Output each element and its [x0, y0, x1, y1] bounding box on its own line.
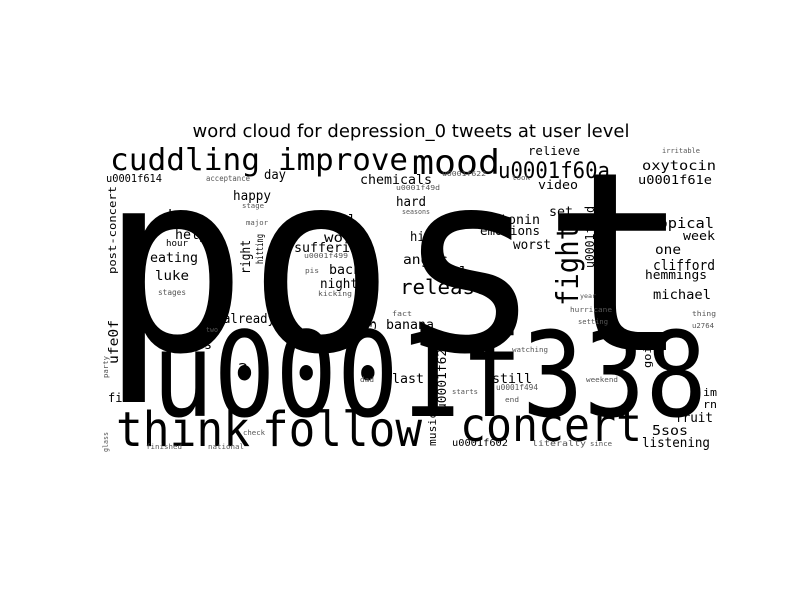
word-hurricane: hurricane — [570, 306, 612, 314]
word-stages: stages — [158, 288, 186, 297]
word-relieve: relieve — [528, 146, 580, 158]
word-major: major — [246, 219, 268, 227]
word-setting: setting — [578, 318, 608, 326]
word-back: back — [329, 263, 361, 278]
word-literally: literally — [532, 439, 586, 448]
word-post-concert: post-concert — [106, 186, 119, 274]
word-watching: watching — [512, 346, 548, 354]
word-help: help — [175, 228, 207, 243]
word-u0001f629: u0001f629 — [435, 341, 449, 411]
word-fruit: fruit — [675, 411, 713, 426]
word-real: real — [432, 265, 468, 280]
word-u2764: u2764 — [692, 322, 714, 330]
word-u0001f622: u0001f622 — [442, 170, 486, 178]
word-think: think — [116, 402, 250, 454]
word-denial: denial — [308, 213, 356, 228]
word-im: im — [703, 386, 717, 399]
word-hour: hour — [166, 239, 189, 249]
word-bc: bc — [168, 208, 186, 223]
word-check: check — [243, 429, 266, 437]
word-day: day — [264, 168, 286, 183]
word-rn: rn — [703, 398, 717, 411]
word-party: party — [102, 356, 110, 378]
word-starts: starts — [452, 388, 478, 396]
word-took: took — [512, 174, 531, 182]
word-3: 3 — [365, 320, 379, 330]
word-glass: glass — [102, 432, 110, 452]
word-first: first — [108, 391, 144, 405]
word-last: last — [392, 372, 424, 387]
word-emotions: emotions — [480, 224, 540, 238]
word-michael: michael — [653, 288, 711, 303]
word-fact: fact — [392, 310, 412, 318]
word-mood: mood — [412, 146, 500, 183]
word-year: year — [580, 293, 596, 300]
word-5sos: 5sos — [652, 424, 688, 439]
word-chemicals: chemicals — [360, 173, 432, 188]
word-anger: anger — [403, 253, 447, 268]
word-end: end — [505, 396, 519, 404]
word-set: set — [549, 205, 573, 220]
word-since: since — [590, 440, 612, 448]
word-u0001f499: u0001f499 — [304, 252, 348, 260]
word-dad: dad — [360, 376, 374, 384]
word-finished: finished — [146, 443, 182, 451]
word-pis: pis — [305, 267, 319, 275]
word-clifford: clifford — [653, 258, 715, 274]
word-u0001f61e: u0001f61e — [638, 173, 712, 187]
word-hit: hit — [410, 230, 432, 245]
word-oxytocin: oxytocin — [642, 159, 716, 174]
word-banana: banana — [386, 318, 434, 333]
word-follow: follow — [262, 402, 422, 454]
word-music: music — [426, 412, 439, 446]
word-miss: miss — [180, 338, 212, 353]
word-eating: eating — [150, 251, 198, 266]
word-ufe0f: ufe0f — [107, 320, 122, 364]
word-night: night — [320, 277, 358, 292]
word-hemmings: hemmings — [645, 268, 707, 282]
word-acceptance: acceptance — [206, 174, 250, 183]
word-tropical: tropical — [640, 216, 714, 232]
word-serotonin: serotonin — [468, 213, 540, 228]
word-thing: thing — [692, 310, 716, 318]
word-post: post — [100, 146, 690, 409]
word-seasons: seasons — [402, 208, 430, 216]
word-hitting: hitting — [255, 234, 266, 264]
word-work: work — [324, 231, 362, 246]
word-worst: worst — [513, 238, 551, 253]
word-kicking: kicking — [318, 290, 352, 298]
word-2: 2 — [238, 362, 248, 377]
word-going: going — [641, 332, 654, 368]
word-listening: listening — [642, 436, 710, 451]
word-two: two — [206, 326, 218, 334]
word-u0001f60a: u0001f60a — [498, 159, 610, 184]
word-hard: hard — [396, 195, 426, 210]
word-video: video — [538, 178, 578, 192]
word-one: one — [655, 243, 681, 258]
word-already: already — [223, 312, 275, 327]
word-releases: releases — [400, 275, 500, 299]
word-luke: luke — [155, 269, 189, 284]
word-u0001f494: u0001f494 — [496, 383, 538, 392]
word-u0001f614: u0001f614 — [106, 172, 162, 185]
word-cuddling: cuddling — [110, 146, 260, 178]
word-improve: improve — [278, 146, 408, 178]
chart-title: word cloud for depression_0 tweets at us… — [192, 121, 630, 142]
word-national: national — [208, 443, 244, 451]
word-concert: concert — [460, 398, 642, 452]
word-still: still — [492, 372, 532, 387]
word-u0001f62d: u0001f62d — [583, 206, 597, 268]
word-u0001f338: u0001f338 — [152, 306, 707, 444]
word-stage: stage — [242, 202, 264, 210]
word-irritable: irritable — [662, 147, 700, 155]
word-u0001f602: u0001f602 — [452, 438, 508, 449]
word-weekend: weekend — [586, 376, 618, 384]
word-suffering: suffering — [294, 241, 366, 256]
word-fight: fight — [551, 224, 586, 306]
word-u0001f49d: u0001f49d — [396, 184, 440, 192]
word-week: week — [683, 229, 716, 243]
word-cloud: post u0001f338 think follow concert cudd… — [100, 146, 717, 454]
word-right: right — [239, 240, 254, 274]
word-happy: happy — [233, 189, 271, 204]
